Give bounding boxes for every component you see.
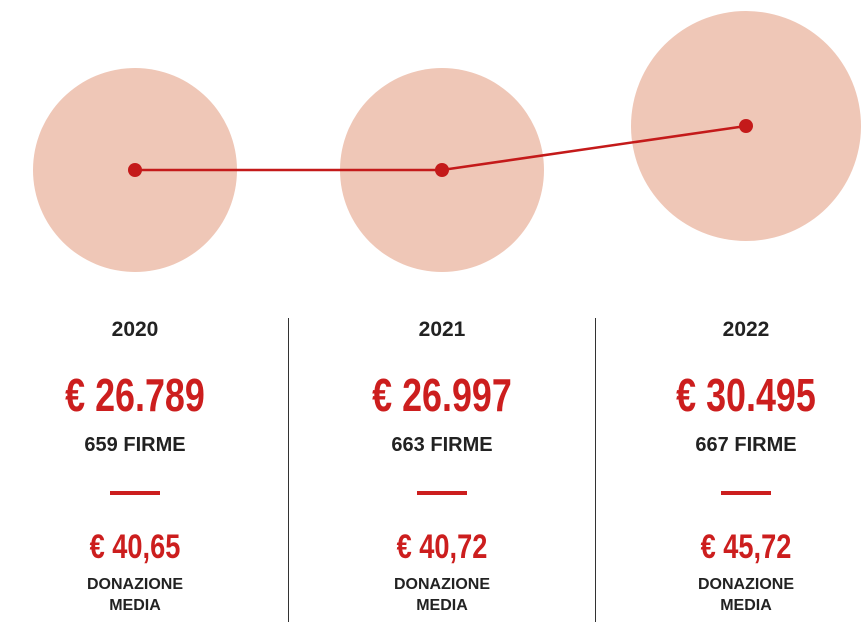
divider <box>417 491 467 495</box>
dot <box>128 163 142 177</box>
dot <box>435 163 449 177</box>
year: 2020 <box>111 318 159 341</box>
divider <box>110 491 160 495</box>
signatures: 667 FIRME <box>695 434 797 456</box>
amount: € 26.997 <box>372 369 512 421</box>
divider <box>721 491 771 495</box>
average-label: DONAZIONE MEDIA <box>394 576 490 614</box>
average: € 45,72 <box>700 528 792 566</box>
average-label: DONAZIONE MEDIA <box>87 576 183 614</box>
dot <box>739 119 753 133</box>
signatures: 659 FIRME <box>84 434 186 456</box>
amount: € 26.789 <box>65 369 205 421</box>
average-label: DONAZIONE MEDIA <box>698 576 794 614</box>
amount: € 30.495 <box>676 369 816 421</box>
average: € 40,72 <box>396 528 488 566</box>
signatures: 663 FIRME <box>391 434 493 456</box>
average: € 40,65 <box>89 528 181 566</box>
year: 2021 <box>418 318 466 341</box>
year: 2022 <box>722 318 770 341</box>
